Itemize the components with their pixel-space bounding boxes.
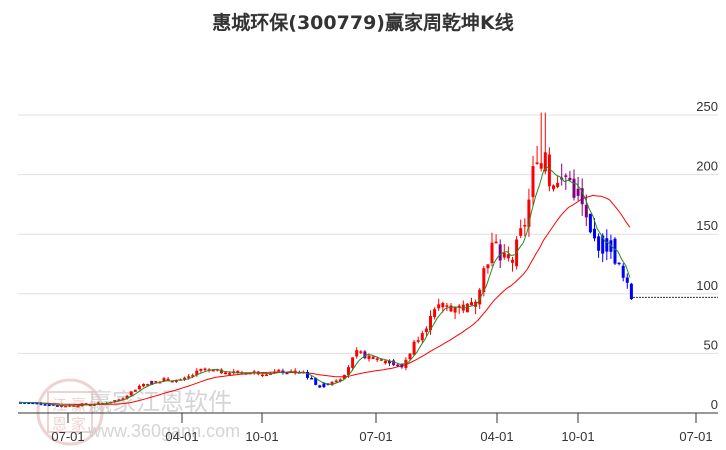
candle (506, 246, 510, 262)
candle (547, 147, 551, 192)
candle (576, 176, 580, 201)
candle (539, 112, 543, 172)
candle (527, 188, 531, 237)
candle (117, 398, 121, 401)
y-tick-label: 100 (696, 278, 718, 293)
candle (470, 297, 473, 306)
candle (306, 369, 309, 380)
candle (330, 380, 334, 387)
candle (166, 376, 170, 381)
candle (453, 306, 457, 320)
y-tick-label: 50 (704, 337, 718, 352)
candle (580, 178, 584, 216)
candle (412, 339, 416, 357)
x-axis: 07-01 04-01 10-01 07-01 04-01 10-01 07-01 (18, 412, 718, 444)
svg-text:恩: 恩 (52, 415, 67, 433)
y-tick-label: 250 (696, 99, 718, 114)
candle (437, 298, 441, 312)
candle (289, 369, 293, 373)
candle (535, 145, 539, 165)
candle (543, 112, 547, 175)
ma-long-line (18, 194, 631, 406)
candle (133, 389, 137, 392)
candle (293, 368, 297, 375)
svg-text:家: 家 (71, 415, 86, 433)
candle (420, 330, 424, 344)
candle (617, 262, 621, 266)
candle (281, 368, 285, 375)
candle (494, 234, 498, 244)
chart-title: 惠城环保(300779)赢家周乾坤K线 (212, 12, 514, 34)
candle (121, 397, 125, 400)
candle (584, 194, 588, 227)
candle (355, 347, 359, 359)
candle (490, 232, 494, 267)
candle (424, 326, 428, 336)
x-tick-label: 07-01 (51, 429, 84, 444)
candle (416, 336, 420, 344)
candle (486, 264, 490, 274)
candle (588, 213, 592, 234)
candle (474, 299, 478, 315)
candle (568, 170, 572, 181)
candle (621, 263, 625, 282)
x-tick-label: 07-01 (359, 429, 392, 444)
watermark-url: www.360gann.com (87, 421, 240, 441)
svg-text:赢: 赢 (71, 396, 86, 414)
candle (523, 218, 527, 237)
candle (39, 401, 43, 406)
candle (363, 350, 367, 360)
candle (137, 384, 141, 390)
candle (498, 239, 502, 269)
candle (146, 383, 150, 386)
candle (552, 184, 555, 192)
candle (609, 234, 613, 259)
ma-short-line (18, 166, 631, 407)
candle (277, 368, 281, 372)
candle (310, 376, 314, 380)
candle (625, 273, 629, 289)
watermark-seal-icon: 江 赢 恩 家 (36, 378, 104, 446)
candle (318, 384, 322, 388)
candle (556, 175, 560, 189)
candle (334, 379, 338, 383)
y-tick-label: 150 (696, 218, 718, 233)
candle (445, 302, 449, 312)
x-tick-label: 10-01 (245, 429, 278, 444)
y-tick-label: 0 (711, 397, 718, 412)
candle (629, 282, 633, 300)
grid-lines (18, 114, 718, 354)
candle (359, 350, 363, 354)
candle (433, 307, 437, 320)
candle (265, 373, 268, 376)
y-tick-label: 200 (696, 159, 718, 174)
candle (531, 155, 535, 207)
candle (183, 376, 186, 381)
candle (142, 383, 145, 388)
candle (429, 310, 432, 335)
candle (511, 256, 514, 272)
x-tick-label: 04-01 (165, 429, 198, 444)
candle (129, 391, 133, 397)
candle (461, 300, 465, 314)
candle (572, 169, 576, 201)
candle (383, 360, 387, 365)
candle (404, 357, 408, 371)
candle (597, 233, 601, 258)
candlesticks (19, 112, 633, 408)
candle (519, 219, 523, 239)
y-axis: 0 50 100 150 200 250 (696, 99, 718, 412)
candle (613, 237, 617, 265)
x-tick-label: 07-01 (679, 429, 712, 444)
candle (605, 229, 609, 261)
candle (351, 357, 355, 371)
x-tick-label: 04-01 (480, 429, 513, 444)
candle (457, 304, 461, 315)
x-tick-label: 10-01 (561, 429, 594, 444)
